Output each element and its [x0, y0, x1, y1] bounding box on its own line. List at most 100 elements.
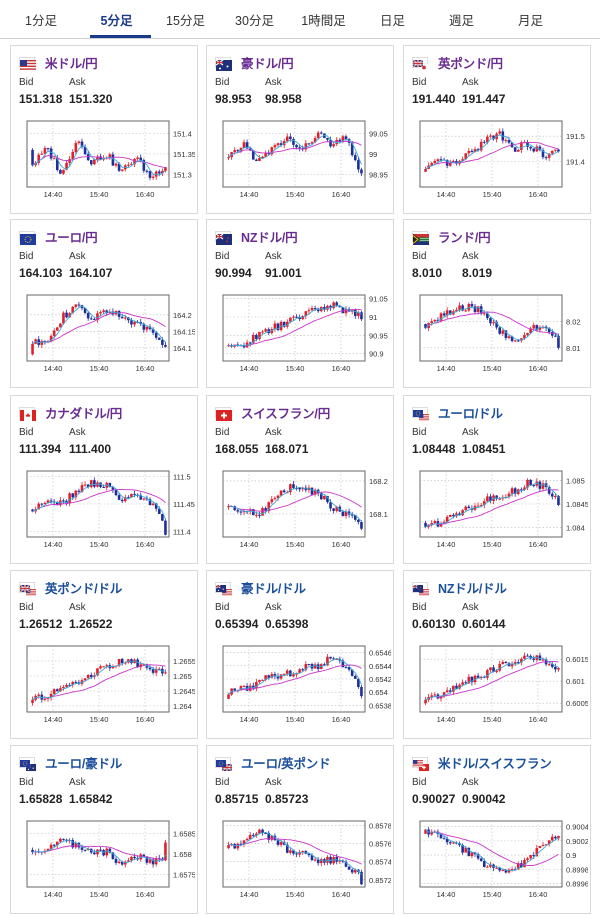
- candle-body: [151, 503, 155, 506]
- rate-chart[interactable]: 0.6546 0.6544 0.6542 0.654 0.6538 14:40 15:40 1…: [209, 638, 391, 738]
- candle-body: [77, 141, 81, 144]
- rate-chart[interactable]: 1.2655 1.265 1.2645 1.264 14:40 15:40 16:40: [13, 638, 195, 738]
- candle-body: [49, 148, 53, 159]
- candle-body: [344, 861, 348, 867]
- candle-body: [335, 658, 339, 660]
- candle-body: [489, 496, 492, 502]
- rate-chart[interactable]: 191.5 191.4 14:40 15:40 16:40: [406, 113, 588, 213]
- bid-value: 0.65394: [215, 617, 259, 631]
- x-tick-label: 15:40: [483, 715, 502, 724]
- currency-pair-link[interactable]: 豪ドル/ドル: [241, 581, 306, 596]
- rate-card[interactable]: ユーロ/英ポンド Bid Ask 0.85715 0.85723 0.8578 0.8576…: [206, 745, 394, 914]
- currency-pair-link[interactable]: 英ポンド/円: [438, 56, 503, 71]
- bid-value: 1.08448: [412, 442, 456, 456]
- tab-0[interactable]: 1分足: [25, 13, 57, 28]
- x-tick-label: 15:40: [483, 190, 502, 199]
- rate-card[interactable]: ランド/円 Bid Ask 8.010 8.019 8.02 8.01 14:40 15:40 1…: [403, 219, 591, 388]
- flag-icon: [412, 756, 429, 771]
- currency-pair-link[interactable]: カナダドル/円: [45, 406, 123, 421]
- currency-pair-link[interactable]: 米ドル/円: [45, 56, 98, 71]
- bid-value: 0.60130: [412, 617, 456, 631]
- rate-card[interactable]: NZドル/ドル Bid Ask 0.60130 0.60144 0.6015 0.601 0.…: [403, 570, 591, 739]
- rate-card[interactable]: ユーロ/ドル Bid Ask 1.08448 1.08451 1.085 1.0845 1.0…: [403, 395, 591, 564]
- candle-body: [442, 521, 446, 524]
- currency-pair-link[interactable]: 英ポンド/ドル: [45, 581, 123, 596]
- tab-4[interactable]: 1時間足: [301, 13, 346, 28]
- candle-body: [329, 139, 332, 147]
- candle-body: [301, 669, 305, 671]
- rate-card[interactable]: 英ポンド/ドル Bid Ask 1.26512 1.26522 1.2655 1.265 1.…: [10, 570, 198, 739]
- tab-3[interactable]: 30分足: [235, 13, 274, 28]
- candle-body: [239, 511, 243, 513]
- candle-body: [489, 135, 492, 137]
- candle-body: [83, 146, 87, 155]
- rate-card[interactable]: 米ドル/スイスフラン Bid Ask 0.90027 0.90042 0.9004 0.90…: [403, 745, 591, 914]
- y-tick-label: 8.02: [566, 317, 581, 326]
- currency-pair-link[interactable]: スイスフラン/円: [241, 406, 330, 421]
- ask-label: Ask: [462, 77, 479, 88]
- candle-body: [538, 655, 542, 661]
- currency-pair-link[interactable]: ユーロ/ドル: [438, 406, 503, 421]
- rate-card[interactable]: NZドル/円 Bid Ask 90.994 91.001 91.05 91 90.95 90.9…: [206, 219, 394, 388]
- candle-body: [430, 163, 434, 166]
- candle-body: [62, 169, 65, 174]
- rate-chart[interactable]: 1.085 1.0845 1.084 14:40 15:40 16:40: [406, 463, 588, 563]
- candle-body: [445, 838, 449, 843]
- currency-pair-link[interactable]: 米ドル/スイスフラン: [438, 756, 552, 771]
- candle-body: [307, 143, 311, 145]
- rate-card[interactable]: スイスフラン/円 Bid Ask 168.055 168.071 168.2 168.1 14…: [206, 395, 394, 564]
- rate-chart[interactable]: 164.2 164.15 164.1 14:40 15:40 16:40: [13, 287, 195, 387]
- rate-chart[interactable]: 0.6015 0.601 0.6005 14:40 15:40 16:40: [406, 638, 588, 738]
- candle-body: [326, 656, 329, 666]
- candle-body: [554, 149, 557, 151]
- rate-chart[interactable]: 0.9004 0.9002 0.9 0.8998 0.8996 14:40 15:40 16:…: [406, 813, 588, 913]
- candle-body: [445, 516, 449, 522]
- candle-body: [550, 664, 554, 667]
- candle-body: [298, 669, 301, 673]
- rate-card[interactable]: 英ポンド/円 Bid Ask 191.440 191.447 191.5 191.4 14:4…: [403, 45, 591, 214]
- rate-chart[interactable]: 151.4 151.35 151.3 14:40 15:40 16:40: [13, 113, 195, 213]
- currency-pair-link[interactable]: NZドル/円: [241, 230, 298, 245]
- tab-1[interactable]: 5分足: [82, 0, 151, 38]
- x-tick-label: 14:40: [437, 890, 456, 899]
- rate-chart[interactable]: 99.05 99 98.95 14:40 15:40 16:40: [209, 113, 391, 213]
- rate-chart[interactable]: 91.05 91 90.95 90.9 14:40 15:40 16:40: [209, 287, 391, 387]
- candle-body: [120, 658, 124, 664]
- y-tick-label: 0.8996: [566, 879, 588, 888]
- rate-chart[interactable]: 0.8578 0.8576 0.8574 0.8572 14:40 15:40 16:40: [209, 813, 391, 913]
- x-tick-label: 15:40: [483, 890, 502, 899]
- tab-6[interactable]: 週足: [448, 13, 474, 28]
- candle-body: [251, 685, 255, 689]
- candle-body: [117, 310, 121, 317]
- candle-body: [554, 496, 557, 498]
- rate-chart[interactable]: 1.6585 1.658 1.6575 14:40 15:40 16:40: [13, 813, 195, 913]
- rate-card[interactable]: ユーロ/円 Bid Ask 164.103 164.107 164.2 164.15 164.…: [10, 219, 198, 388]
- tab-5[interactable]: 日足: [379, 13, 405, 28]
- candle-body: [114, 858, 118, 863]
- bid-value: 1.65828: [19, 792, 63, 806]
- candle-body: [31, 343, 34, 355]
- rate-card[interactable]: 豪ドル/円 Bid Ask 98.953 98.958 99.05 99 98.95 14:40…: [206, 45, 394, 214]
- candle-body: [80, 847, 84, 850]
- currency-pair-link[interactable]: ランド/円: [438, 230, 491, 245]
- currency-pair-link[interactable]: 豪ドル/円: [241, 56, 294, 71]
- candle-body: [164, 672, 167, 674]
- currency-pair-link[interactable]: NZドル/ドル: [438, 581, 507, 596]
- flag-icon: [412, 581, 429, 596]
- bid-value: 111.394: [19, 442, 62, 456]
- rate-chart[interactable]: 111.5 111.45 111.4 14:40 15:40 16:40: [13, 463, 195, 563]
- rate-chart[interactable]: 8.02 8.01 14:40 15:40 16:40: [406, 287, 588, 387]
- currency-pair-link[interactable]: ユーロ/英ポンド: [241, 756, 331, 771]
- currency-pair-link[interactable]: ユーロ/円: [45, 230, 98, 245]
- currency-pair-link[interactable]: ユーロ/豪ドル: [45, 756, 123, 771]
- tab-2[interactable]: 15分足: [166, 13, 205, 28]
- rate-card[interactable]: 米ドル/円 Bid Ask 151.318 151.320 151.4 151.35 151.…: [10, 45, 198, 214]
- rate-card[interactable]: カナダドル/円 Bid Ask 111.394 111.400 111.5 111.45 11…: [10, 395, 198, 564]
- rate-chart[interactable]: 168.2 168.1 14:40 15:40 16:40: [209, 463, 391, 563]
- rate-card[interactable]: 豪ドル/ドル Bid Ask 0.65394 0.65398 0.6546 0.6544 0.…: [206, 570, 394, 739]
- chart-frame: [26, 294, 170, 362]
- ask-value: 151.320: [69, 92, 113, 106]
- tab-7[interactable]: 月足: [517, 13, 543, 28]
- rate-card[interactable]: ユーロ/豪ドル Bid Ask 1.65828 1.65842 1.6585 1.658 1.…: [10, 745, 198, 914]
- candle-body: [344, 667, 348, 669]
